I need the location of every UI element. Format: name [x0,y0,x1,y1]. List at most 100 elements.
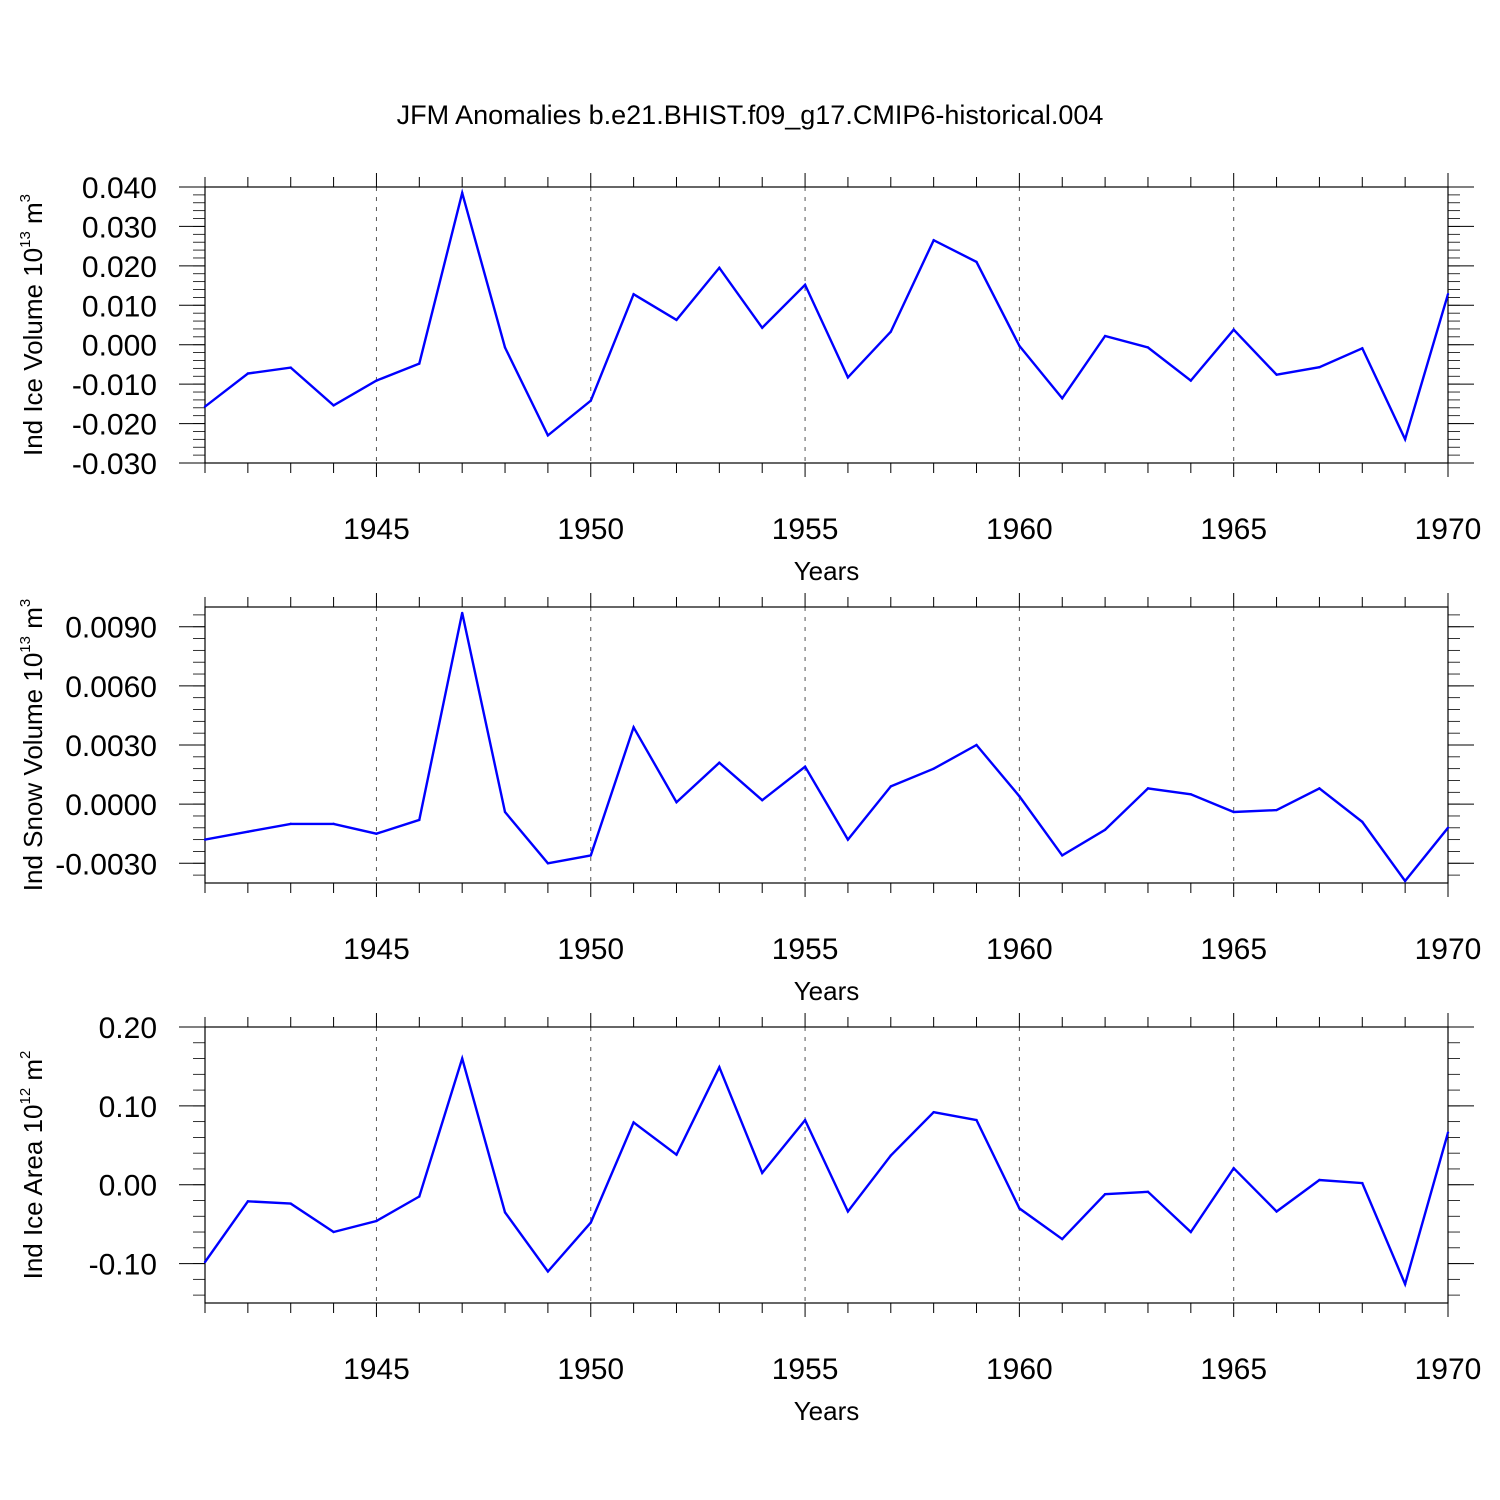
ice-area-data-point [375,1219,378,1223]
snow-volume-x-tick-label: 1950 [557,933,624,966]
ice-volume-data-point [546,434,550,437]
ice-area-data-point [1189,1230,1193,1234]
ice-volume-y-tick-label: 0.020 [82,251,157,284]
snow-volume-panel: 0.0090 0.0060 0.0030 0.0000 -0.0030 1945 1950 1… [17,593,1481,1006]
snow-volume-y-tick-label: 0.0090 [65,612,157,645]
ice-volume-y-tick-label: -0.030 [72,448,157,481]
ice-volume-x-tick-label: 1950 [557,513,624,546]
ice-volume-data-point [1232,328,1235,331]
ice-volume-x-tick-label: 1945 [343,513,410,546]
snow-volume-data-point [546,862,550,865]
ice-volume-data-point [289,366,292,369]
ice-area-data-point [1018,1207,1021,1210]
ice-area-data-point [889,1154,892,1157]
ice-volume-data-point [589,399,592,402]
snow-volume-data-point [332,822,335,826]
snow-volume-data-point [932,767,935,770]
ice-volume-data-point [460,191,464,195]
snow-volume-data-point [1189,793,1193,796]
ice-volume-data-point [418,362,421,365]
ice-volume-data-point [1189,379,1193,382]
ice-volume-y-tick-label: 0.010 [82,290,157,323]
ice-volume-data-point [761,326,764,329]
ice-area-panel: 0.20 0.10 0.00 -0.10 1945 1950 1955 1960 1965 197… [17,1012,1481,1426]
ice-area-data-point [1318,1178,1321,1182]
snow-volume-data-point [1403,879,1407,883]
ice-area-series-line [205,1054,1448,1288]
ice-area-data-point [1361,1181,1364,1185]
ice-volume-data-point [332,404,335,407]
ice-area-data-point [203,1260,207,1264]
ice-area-data-point [589,1221,592,1224]
ice-area-data-point [718,1066,721,1069]
ice-volume-data-point [889,330,892,333]
ice-area-frame [204,1026,1449,1304]
snow-volume-data-point [1232,810,1235,814]
ice-area-data-point [289,1202,292,1205]
ice-volume-x-axis-title: Years [794,556,860,586]
snow-volume-data-point [889,785,892,788]
ice-area-data-point [1275,1210,1278,1213]
ice-volume-data-point [1446,293,1450,296]
ice-volume-x-tick-label: 1955 [772,513,839,546]
ice-volume-y-tick-label: 0.000 [82,330,157,363]
snow-volume-data-point [1061,854,1064,857]
snow-volume-data-point [718,761,721,764]
ice-volume-y-tick-label: -0.010 [72,369,157,402]
ice-area-data-point [1103,1192,1107,1196]
snow-volume-data-point [203,838,207,841]
ice-area-data-point [503,1211,507,1214]
ice-area-y-tick-label: -0.10 [89,1249,157,1282]
figure-title: JFM Anomalies b.e21.BHIST.f09_g17.CMIP6-… [397,100,1104,130]
ice-area-y-tick-label: 0.00 [99,1170,157,1203]
ice-volume-data-point [718,266,721,270]
snow-volume-data-point [761,799,764,802]
ice-area-data-point [418,1195,421,1198]
snow-volume-data-point [846,838,850,841]
ice-area-data-point [632,1121,635,1124]
ice-area-x-axis-title: Years [794,1396,860,1426]
ice-area-data-point [1146,1190,1150,1194]
ice-volume-data-point [375,379,378,382]
snow-volume-x-tick-label: 1955 [772,933,839,966]
snow-volume-data-point [1018,795,1021,798]
snow-volume-data-point [375,832,378,835]
ice-area-data-point [460,1057,464,1060]
snow-volume-data-point [589,854,592,857]
ice-area-data-point [1061,1237,1064,1241]
ice-volume-data-point [1361,347,1364,350]
ice-volume-x-tick-label: 1965 [1200,513,1267,546]
ice-volume-data-point [675,318,678,322]
snow-volume-x-axis-title: Years [794,976,860,1006]
ice-area-data-point [932,1110,935,1114]
snow-volume-x-tick-label: 1960 [986,933,1053,966]
panels: 0.040 0.030 0.020 0.010 0.000 -0.010 -0.020 -0.… [17,172,1481,1426]
ice-volume-data-point [632,293,635,296]
ice-area-data-point [546,1270,550,1273]
ice-area-x-tick-label: 1945 [343,1353,410,1386]
ice-area-data-point [1232,1166,1235,1170]
ice-volume-data-point [246,372,250,375]
ice-area-data-point [675,1153,678,1156]
snow-volume-x-tick-label: 1945 [343,933,410,966]
snow-volume-y-tick-label: -0.0030 [55,848,157,881]
ice-volume-data-point [932,239,935,242]
ice-area-y-tick-label: 0.20 [99,1012,157,1045]
ice-volume-data-point [1061,397,1064,400]
snow-volume-data-point [246,830,250,833]
snow-volume-y-tick-label: 0.0060 [65,671,157,704]
ice-volume-data-point [1018,344,1021,348]
ice-area-data-point [332,1230,335,1234]
ice-volume-y-tick-label: -0.020 [72,409,157,442]
ice-volume-frame [204,186,1449,464]
ice-volume-data-point [203,405,207,408]
ice-area-data-point [1403,1282,1407,1286]
snow-volume-data-point [1103,828,1107,831]
snow-volume-y-axis-title: Ind Snow Volume 1013 m3 [17,599,48,891]
snow-volume-frame [204,606,1449,884]
snow-volume-data-point [1275,808,1278,812]
ice-volume-data-point [803,283,807,286]
snow-volume-series-line [205,612,1448,883]
ice-volume-data-point [1146,346,1150,349]
